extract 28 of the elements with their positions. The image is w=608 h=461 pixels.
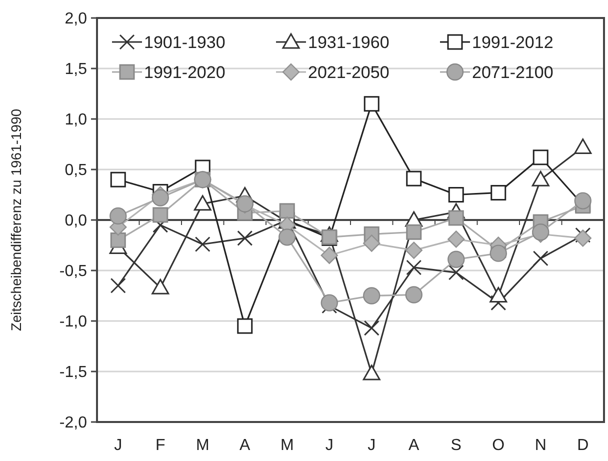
y-tick-label: 1,5: [64, 61, 88, 78]
y-tick-label: 0,5: [64, 162, 88, 180]
y-tick-label: 1,0: [64, 112, 88, 129]
x-tick-label: J: [114, 437, 122, 454]
legend-label: 1901-1930: [144, 32, 226, 52]
y-tick-label: 0,0: [64, 212, 88, 230]
x-tick-label: N: [534, 437, 546, 454]
x-tick-label: A: [408, 437, 420, 454]
y-tick-label: -1,0: [59, 314, 88, 331]
x-tick-label: J: [325, 437, 334, 454]
legend-label: 1931-1960: [308, 32, 390, 52]
legend-label: 2071-2100: [472, 62, 554, 82]
x-tick-label: J: [368, 437, 376, 454]
x-tick-label: S: [450, 437, 462, 454]
x-tick-label: M: [196, 437, 210, 454]
x-tick-label: O: [492, 437, 505, 454]
x-tick-label: D: [577, 437, 589, 454]
x-tick-label: M: [280, 437, 294, 454]
y-tick-label: -2,0: [59, 414, 88, 432]
y-tick-label: 2,0: [64, 10, 88, 28]
y-axis-title: Zeitscheibendifferenz zu 1961-1990: [8, 108, 24, 332]
legend-label: 1991-2020: [144, 62, 226, 82]
y-tick-label: -1,5: [59, 364, 88, 382]
x-tick-label: F: [155, 437, 166, 454]
legend-label: 2021-2050: [308, 62, 390, 82]
legend-label: 1991-2012: [472, 32, 554, 52]
y-tick-label: -0,5: [59, 263, 88, 280]
x-tick-label: A: [240, 437, 251, 454]
